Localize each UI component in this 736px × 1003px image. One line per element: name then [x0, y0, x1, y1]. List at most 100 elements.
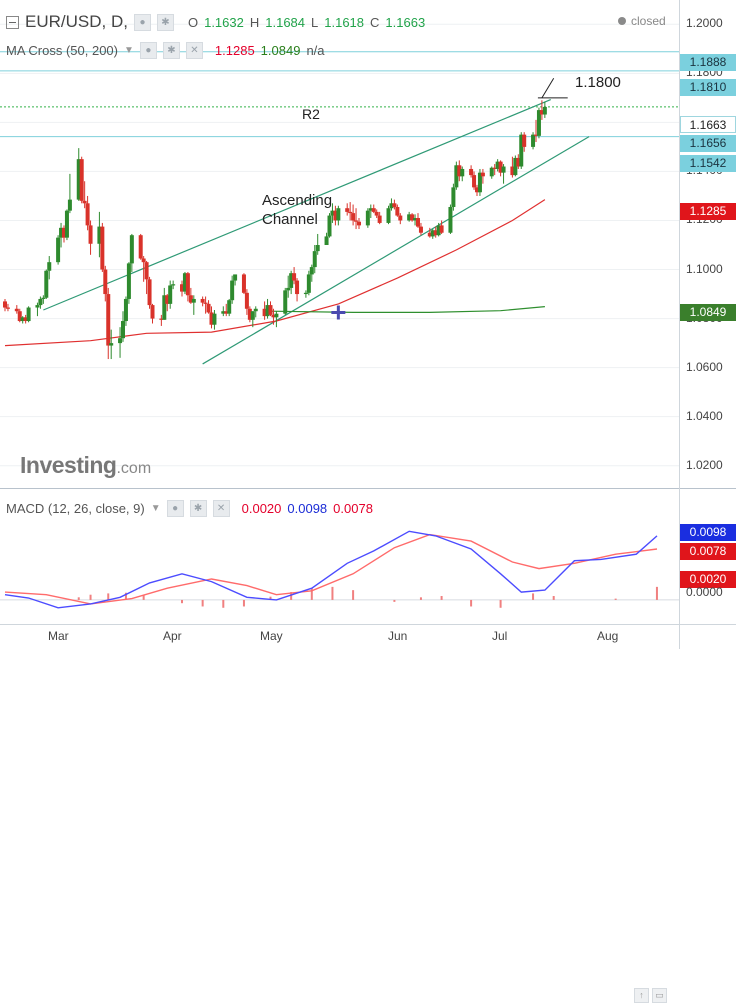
candle-body: [200, 298, 205, 303]
candle: [106, 287, 111, 360]
ma200-line: [270, 306, 545, 313]
eye-icon[interactable]: ●: [139, 41, 157, 59]
candle: [480, 168, 485, 184]
candle: [26, 306, 31, 323]
candle: [295, 278, 300, 302]
macd-pane[interactable]: MACD (12, 26, close, 9) ▼ ● ✱ ✕ 0.0020 0…: [0, 489, 736, 1003]
candle-body: [389, 203, 394, 209]
candle: [292, 267, 297, 285]
logo-domain: .com: [116, 460, 152, 477]
candle: [17, 308, 22, 323]
candle-body: [47, 262, 52, 271]
candle: [253, 306, 258, 318]
candle: [109, 329, 114, 360]
candle-body: [324, 236, 329, 245]
candle: [100, 222, 105, 272]
gear-icon[interactable]: ✱: [189, 499, 207, 517]
candle: [227, 298, 232, 317]
eye-icon[interactable]: ●: [133, 13, 151, 31]
price-box-s2: 1.1542: [680, 155, 736, 172]
month-label: Aug: [597, 629, 619, 643]
candle: [144, 260, 149, 295]
ma-cross-value: n/a: [306, 42, 325, 58]
eye-icon[interactable]: ●: [166, 499, 184, 517]
candle: [79, 156, 84, 204]
time-axis[interactable]: Mar Apr May Jun Jul Aug: [0, 624, 736, 650]
price-tick: 1.1000: [686, 261, 723, 276]
candle-body: [398, 215, 403, 221]
pane-divider[interactable]: [0, 488, 736, 489]
candle-body: [534, 134, 538, 136]
candle-body: [306, 274, 311, 293]
candle: [368, 204, 373, 219]
candle: [171, 280, 176, 290]
candle: [542, 101, 547, 118]
candle: [374, 209, 379, 219]
candle-body: [539, 110, 544, 115]
candle: [492, 164, 497, 176]
candle: [162, 287, 167, 320]
candle: [44, 269, 49, 299]
candle-body: [492, 167, 497, 169]
candle: [244, 289, 249, 315]
gear-icon[interactable]: ✱: [156, 13, 174, 31]
candle: [247, 306, 252, 323]
candle: [274, 311, 279, 328]
candle: [427, 227, 432, 238]
candle: [103, 265, 108, 302]
move-up-icon[interactable]: ↑: [634, 988, 649, 1003]
candle: [410, 213, 415, 222]
price-box-last: 1.1663: [680, 116, 736, 133]
candle: [233, 274, 238, 286]
chevron-down-icon[interactable]: ▼: [150, 502, 161, 514]
price-chart[interactable]: [0, 0, 736, 488]
ohlc-open-label: O: [187, 14, 199, 30]
candle: [377, 211, 382, 225]
candle-body: [498, 161, 503, 173]
price-box-r2: 1.1888: [680, 54, 736, 71]
collapse-icon[interactable]: [6, 15, 19, 29]
chevron-down-icon[interactable]: ▼: [124, 44, 134, 56]
candle-body: [501, 166, 506, 173]
candle-body: [410, 214, 415, 221]
macd-legend-title: MACD (12, 26, close, 9): [6, 500, 145, 516]
candle: [306, 270, 311, 296]
candle: [439, 220, 444, 234]
candle-body: [303, 292, 308, 295]
macd-signal-line: [4, 533, 658, 605]
candle-body: [247, 308, 252, 320]
symbol-title: EUR/USD, D,: [25, 12, 128, 31]
candle: [129, 233, 134, 272]
candle: [389, 198, 394, 211]
price-pane[interactable]: EUR/USD, D, ● ✱ O 1.1632 H 1.1684 L 1.16…: [0, 0, 736, 488]
candle-body: [64, 210, 69, 238]
candle-body: [38, 298, 43, 306]
candle-body: [62, 227, 66, 238]
candle: [14, 305, 19, 314]
candle: [351, 204, 356, 226]
candle-body: [106, 294, 111, 346]
candle: [41, 295, 46, 304]
candle-body: [126, 263, 131, 299]
candle-body: [386, 208, 391, 223]
ohlc-low-label: L: [311, 14, 319, 30]
candle: [268, 301, 273, 317]
channel-lower-line: [202, 136, 590, 365]
close-icon[interactable]: ✕: [212, 499, 230, 517]
close-icon[interactable]: ✕: [185, 41, 203, 59]
gear-icon[interactable]: ✱: [162, 41, 180, 59]
candle-body: [165, 295, 170, 304]
candle: [67, 173, 72, 214]
macd-hist-bar: [107, 593, 110, 600]
candle: [436, 222, 441, 237]
candle-body: [460, 168, 465, 177]
candle-body: [5, 307, 10, 309]
candle: [522, 132, 527, 152]
candle-body: [439, 225, 444, 233]
candle-body: [345, 208, 350, 212]
price-box-s1: 1.1656: [680, 135, 736, 152]
macd-chart[interactable]: [0, 489, 736, 624]
candle-body: [26, 307, 31, 322]
candle-body: [209, 312, 214, 325]
maximize-icon[interactable]: ▭: [652, 988, 667, 1003]
